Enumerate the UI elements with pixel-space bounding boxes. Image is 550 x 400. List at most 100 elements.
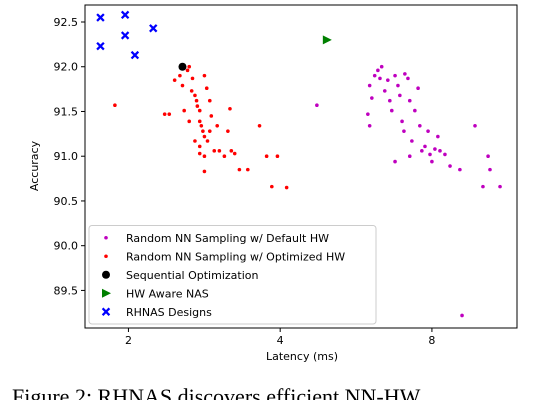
point <box>149 24 158 33</box>
point <box>178 73 182 78</box>
point <box>284 185 289 190</box>
legend-label: RHNAS Designs <box>126 306 212 319</box>
point <box>488 167 492 172</box>
point <box>237 167 242 172</box>
point <box>217 149 222 153</box>
point <box>264 154 269 159</box>
point <box>403 72 407 76</box>
point <box>222 154 227 159</box>
x-tick-label: 4 <box>277 334 284 347</box>
point <box>113 103 117 108</box>
point <box>393 73 397 78</box>
point <box>367 123 372 128</box>
point <box>443 152 447 157</box>
point <box>228 106 232 111</box>
point <box>372 73 377 78</box>
point <box>416 86 420 91</box>
point <box>202 154 207 159</box>
point <box>486 154 490 159</box>
legend-marker <box>102 270 110 279</box>
point <box>257 123 262 128</box>
point <box>448 164 452 168</box>
point <box>190 76 195 81</box>
point <box>197 151 202 156</box>
point <box>388 98 392 103</box>
point <box>322 35 332 45</box>
point <box>202 134 207 139</box>
y-tick-label: 90.5 <box>54 195 79 208</box>
point <box>205 139 210 143</box>
point <box>366 112 370 116</box>
point <box>180 83 185 88</box>
point <box>413 108 417 113</box>
legend-box <box>88 225 377 325</box>
point <box>202 169 207 174</box>
point <box>178 62 187 71</box>
point <box>96 13 105 22</box>
point <box>187 119 192 124</box>
y-tick-label: 89.5 <box>54 284 79 297</box>
point <box>418 123 422 128</box>
point <box>402 129 406 133</box>
point <box>498 184 502 189</box>
y-axis-label: Accuracy <box>28 140 41 191</box>
point <box>389 108 394 113</box>
point <box>473 123 477 128</box>
point <box>130 50 140 60</box>
y-tick-label: 90.0 <box>54 240 79 253</box>
point <box>270 184 274 189</box>
point <box>370 96 374 100</box>
point <box>209 114 214 118</box>
point <box>460 313 464 318</box>
legend-marker <box>104 254 108 259</box>
point <box>386 78 390 82</box>
point <box>379 64 384 69</box>
y-tick-label: 91.5 <box>54 105 79 118</box>
legend-label: Random NN Sampling w/ Optimized HW <box>126 250 345 263</box>
point <box>232 151 237 156</box>
legend-label: Sequential Optimization <box>126 269 259 282</box>
point <box>197 108 202 113</box>
point <box>193 93 197 98</box>
point <box>436 134 440 139</box>
point <box>193 139 197 143</box>
point <box>367 83 372 88</box>
point <box>202 73 207 78</box>
legend-marker <box>102 288 111 298</box>
point <box>199 123 204 128</box>
y-tick-label: 91.0 <box>54 150 79 163</box>
x-tick-label: 2 <box>125 334 132 347</box>
legend-label: HW Aware NAS <box>126 287 209 300</box>
point <box>430 159 434 164</box>
point <box>120 10 130 20</box>
point <box>187 64 192 69</box>
plot-frame <box>84 4 518 329</box>
point <box>195 104 200 108</box>
y-tick-label: 92.0 <box>54 61 79 74</box>
point <box>458 167 462 172</box>
x-tick-label: 8 <box>428 334 435 347</box>
point <box>96 41 105 51</box>
point <box>423 144 427 149</box>
point <box>428 152 432 157</box>
point <box>212 149 217 153</box>
point <box>201 129 205 133</box>
point <box>420 149 424 153</box>
legend-marker <box>104 235 108 240</box>
point <box>433 147 437 151</box>
point <box>426 129 430 133</box>
point <box>400 119 404 124</box>
point <box>185 68 190 73</box>
point <box>382 89 387 93</box>
point <box>378 76 382 81</box>
caption: Figure 2: RHNAS discovers efficient NN-H… <box>12 384 421 400</box>
point <box>407 98 412 103</box>
point <box>162 112 167 116</box>
x-axis-label: Latency (ms) <box>266 350 338 363</box>
point <box>407 154 412 159</box>
point <box>167 112 172 116</box>
point <box>204 86 209 91</box>
y-tick-label: 92.5 <box>54 16 79 29</box>
point <box>376 68 380 73</box>
